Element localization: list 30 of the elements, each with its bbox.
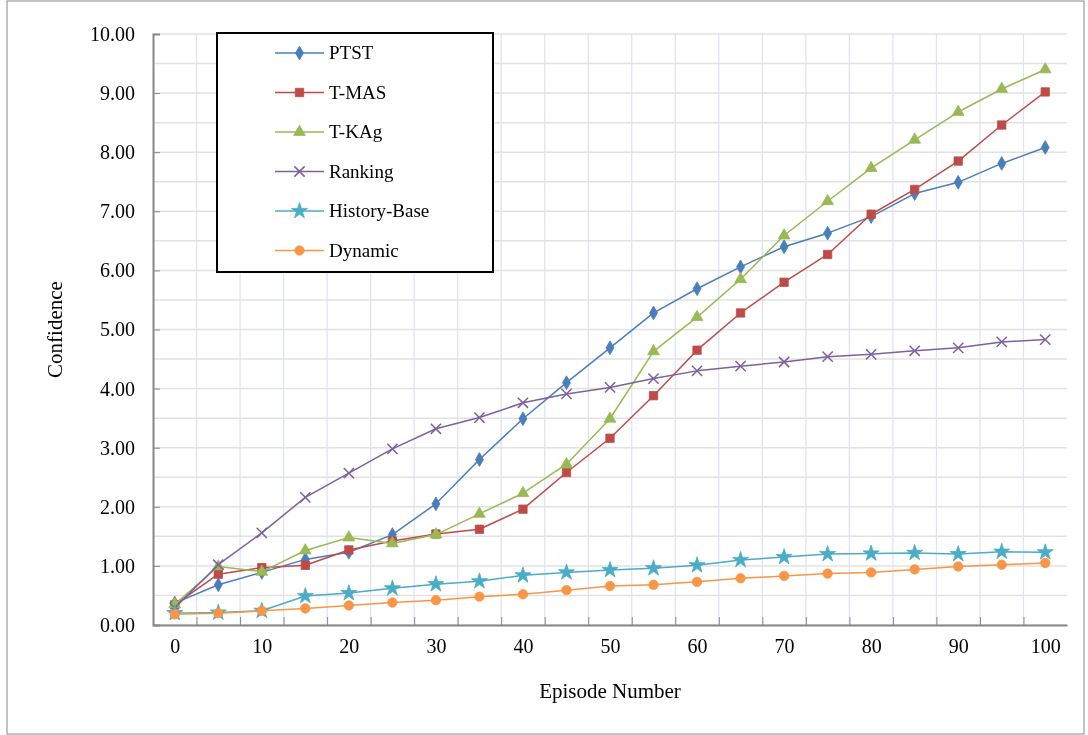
legend-label: T-MAS: [329, 81, 387, 103]
y-tick-label: 9.00: [100, 82, 135, 104]
x-tick-label: 50: [600, 635, 621, 658]
legend-label: PTST: [329, 42, 374, 63]
x-axis-title: Episode Number: [539, 679, 681, 703]
x-tick-label: 0: [170, 635, 181, 658]
x-tick-label: 100: [1030, 635, 1061, 658]
x-tick-label: 10: [252, 635, 273, 658]
x-tick-label: 80: [861, 635, 882, 658]
x-tick-label: 20: [339, 635, 360, 658]
y-axis-title: Confidence: [43, 281, 67, 378]
x-tick-label: 90: [948, 635, 969, 658]
y-tick-label: 8.00: [100, 141, 135, 164]
y-tick-label: 2.00: [100, 495, 135, 518]
legend-label: Dynamic: [329, 239, 399, 261]
y-tick-label: 5.00: [100, 318, 135, 341]
y-tick-label: 4.00: [100, 377, 135, 400]
x-tick-label: 70: [774, 635, 795, 658]
y-tick-label: 1.00: [100, 554, 135, 577]
x-tick-label: 30: [426, 635, 447, 658]
y-tick-label: 7.00: [100, 200, 135, 223]
legend-label: History-Base: [329, 200, 430, 221]
y-tick-label: 10.00: [90, 22, 135, 45]
y-tick-label: 3.00: [100, 436, 135, 459]
x-tick-label: 40: [513, 635, 534, 658]
legend-label: Ranking: [329, 160, 394, 182]
y-tick-label: 0.00: [100, 613, 135, 636]
x-tick-label: 60: [687, 635, 708, 658]
y-tick-label: 6.00: [100, 259, 135, 282]
legend-label: T-KAg: [329, 121, 383, 142]
